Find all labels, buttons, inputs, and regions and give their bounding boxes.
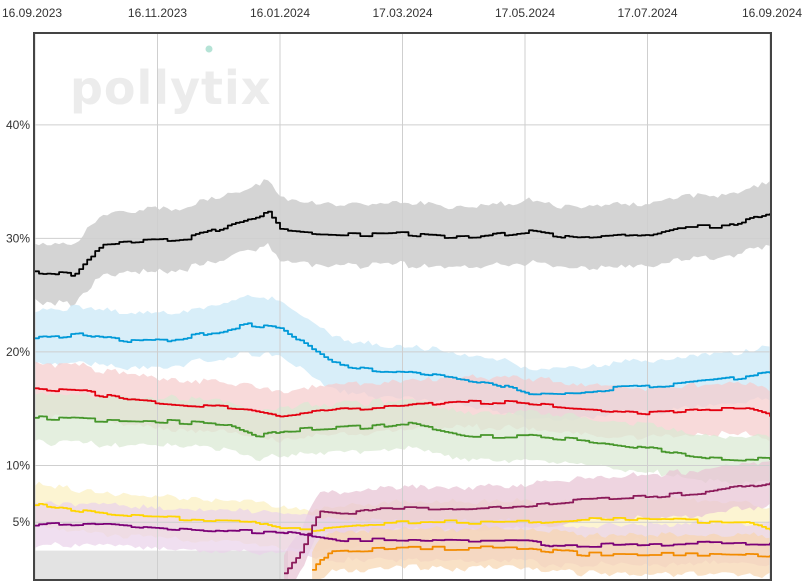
y-tick-label: 40% [6,118,30,132]
x-tick-label: 16.09.2024 [742,6,802,20]
x-tick-label: 17.03.2024 [372,6,432,20]
series-lines [35,210,771,575]
series-line [312,545,771,571]
series-line [35,210,771,277]
series-line [35,322,771,396]
plot-frame [33,32,772,581]
y-tick-label: 30% [6,231,30,245]
series-line [35,387,771,418]
y-axis: 5% 10% 20% 30% 40% [6,118,30,529]
logo-dot [205,45,213,53]
y-tick-label: 5% [13,515,31,529]
lower-shaded-region [35,550,289,579]
x-tick-label: 16.11.2023 [128,6,187,20]
pollytix-logo: pollytix [70,61,271,115]
series-line [284,482,771,575]
x-axis: 16.09.2023 16.11.2023 16.01.2024 17.03.2024… [2,6,802,20]
x-tick-label: 16.09.2023 [2,6,62,20]
y-tick-label: 20% [6,345,30,359]
series-line [35,415,771,462]
x-tick-label: 16.01.2024 [250,6,310,20]
series-line [35,522,771,548]
x-tick-label: 17.07.2024 [617,6,677,20]
series-line [35,503,771,532]
x-tick-label: 17.05.2024 [495,6,555,20]
y-tick-label: 10% [6,459,30,473]
